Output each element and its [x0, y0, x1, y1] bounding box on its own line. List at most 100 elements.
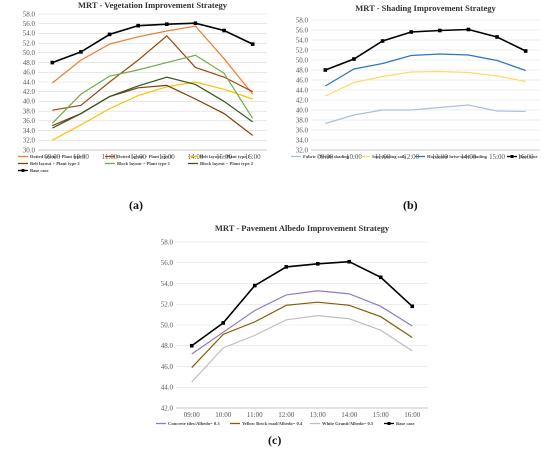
- chart-pavement-albedo-svg: MRT - Pavement Albedo Improvement Strate…: [156, 223, 428, 426]
- data-point: [466, 27, 471, 32]
- data-point: [323, 68, 328, 72]
- legend-label: Fabric / Textile shading: [303, 154, 350, 159]
- y-tick-label: 56.0: [23, 20, 36, 28]
- legend-label: Base case: [30, 168, 49, 173]
- y-tick-label: 48.0: [296, 66, 309, 74]
- y-tick-label: 38.0: [23, 107, 36, 115]
- caption-a: (a): [129, 198, 143, 212]
- y-tick-label: 48.0: [23, 59, 36, 67]
- legend-marker: [21, 169, 25, 172]
- y-tick-label: 36.0: [23, 117, 36, 125]
- data-point: [378, 275, 383, 280]
- y-tick-label: 32.0: [23, 137, 36, 145]
- caption-b: (b): [403, 198, 418, 212]
- y-tick-label: 38.0: [296, 116, 309, 124]
- y-tick-label: 52.0: [161, 301, 174, 309]
- x-tick-label: 15:00: [216, 153, 232, 161]
- y-tick-label: 36.0: [296, 126, 309, 134]
- series-line: [191, 315, 413, 383]
- legend-label: Horizontal brise-soleil shading: [427, 154, 488, 159]
- legend-label: Block layout + Plant type 2: [200, 161, 254, 166]
- data-point: [409, 30, 413, 34]
- legend-label: Block layout + Plant type 1: [117, 161, 171, 166]
- series-line: [52, 35, 253, 111]
- y-tick-label: 42.0: [296, 96, 309, 104]
- x-tick-label: 11:00: [375, 153, 391, 161]
- data-point: [193, 21, 198, 26]
- y-tick-label: 54.0: [296, 36, 309, 44]
- series-line: [325, 104, 526, 125]
- chart-shading: MRT - Shading Improvement Strategy 32.0 34…: [275, 0, 550, 205]
- data-point: [284, 265, 289, 269]
- y-tick-label: 46.0: [23, 69, 36, 77]
- legend-label: Belt layout + Plant type 1: [200, 154, 250, 159]
- y-tick-label: 50.0: [161, 321, 174, 329]
- data-point: [495, 35, 499, 39]
- data-point: [50, 60, 55, 65]
- y-tick-label: 56.0: [161, 259, 174, 267]
- data-point: [438, 28, 442, 33]
- data-point: [107, 32, 112, 37]
- chart-vegetation: MRT - Vegetation Improvement Strategy 30.…: [0, 0, 275, 205]
- data-point: [410, 304, 415, 309]
- y-tick-label: 54.0: [23, 30, 36, 38]
- y-tick-label: 58.0: [23, 10, 36, 18]
- data-point: [315, 261, 320, 266]
- series-line: [325, 28, 527, 71]
- series-line: [191, 260, 413, 347]
- x-tick-label: 11:00: [247, 411, 263, 419]
- legend-label: Base case: [396, 421, 415, 426]
- x-tick-label: 09:00: [184, 411, 200, 419]
- data-point: [352, 57, 356, 61]
- x-tick-label: 09:00: [317, 153, 333, 161]
- y-tick-label: 48.0: [161, 342, 174, 350]
- y-tick-label: 40.0: [23, 98, 36, 106]
- data-point: [136, 23, 140, 28]
- x-tick-label: 12:00: [130, 153, 146, 161]
- x-tick-label: 14:00: [341, 411, 357, 419]
- legend-label: Base case: [519, 154, 538, 159]
- series-line: [191, 290, 413, 355]
- x-tick-label: 14:00: [460, 153, 476, 161]
- y-tick-label: 54.0: [161, 280, 174, 288]
- x-tick-label: 13:00: [159, 153, 175, 161]
- x-tick-label: 10:00: [346, 153, 362, 161]
- data-point: [221, 321, 226, 325]
- data-point: [79, 50, 83, 54]
- y-tick-label: 46.0: [296, 76, 309, 84]
- chart-pavement-albedo: MRT - Pavement Albedo Improvement Strate…: [138, 220, 438, 430]
- data-point: [189, 343, 194, 348]
- series-line: [51, 25, 254, 95]
- x-tick-label: 12:00: [278, 411, 294, 419]
- series-line: [52, 76, 254, 129]
- chart-title: MRT - Shading Improvement Strategy: [355, 3, 496, 13]
- legend-label: Dotted layout + Plant type 1: [30, 154, 86, 159]
- y-tick-label: 52.0: [23, 39, 36, 47]
- caption-c: (c): [268, 433, 282, 447]
- legend-label: Concrete tiles/Albedo= 0.3: [168, 421, 220, 426]
- data-point: [165, 22, 169, 26]
- y-tick-label: 52.0: [296, 46, 309, 54]
- x-tick-label: 16:00: [404, 411, 420, 419]
- y-tick-label: 40.0: [296, 106, 309, 114]
- data-point: [222, 28, 226, 33]
- y-tick-label: 42.0: [23, 88, 36, 96]
- y-tick-label: 56.0: [296, 26, 309, 34]
- legend-label: Sun-shading sails: [372, 154, 406, 159]
- x-tick-label: 13:00: [310, 411, 326, 419]
- series-line: [52, 81, 253, 141]
- y-tick-label: 44.0: [161, 384, 174, 392]
- series-line: [191, 301, 413, 368]
- legend-label: Belt layout + Plant type 2: [30, 161, 80, 166]
- x-tick-label: 16:00: [245, 153, 261, 161]
- legend-marker: [387, 422, 391, 425]
- x-tick-label: 16:00: [518, 153, 534, 161]
- legend-marker: [510, 155, 514, 158]
- y-tick-label: 58.0: [296, 16, 309, 24]
- y-tick-label: 46.0: [161, 363, 174, 371]
- y-tick-label: 34.0: [296, 136, 309, 144]
- data-point: [523, 49, 528, 53]
- legend-label: Dotted layout + Plant type 2: [117, 154, 173, 159]
- series-line: [325, 70, 526, 97]
- chart-title: MRT - Vegetation Improvement Strategy: [78, 0, 228, 10]
